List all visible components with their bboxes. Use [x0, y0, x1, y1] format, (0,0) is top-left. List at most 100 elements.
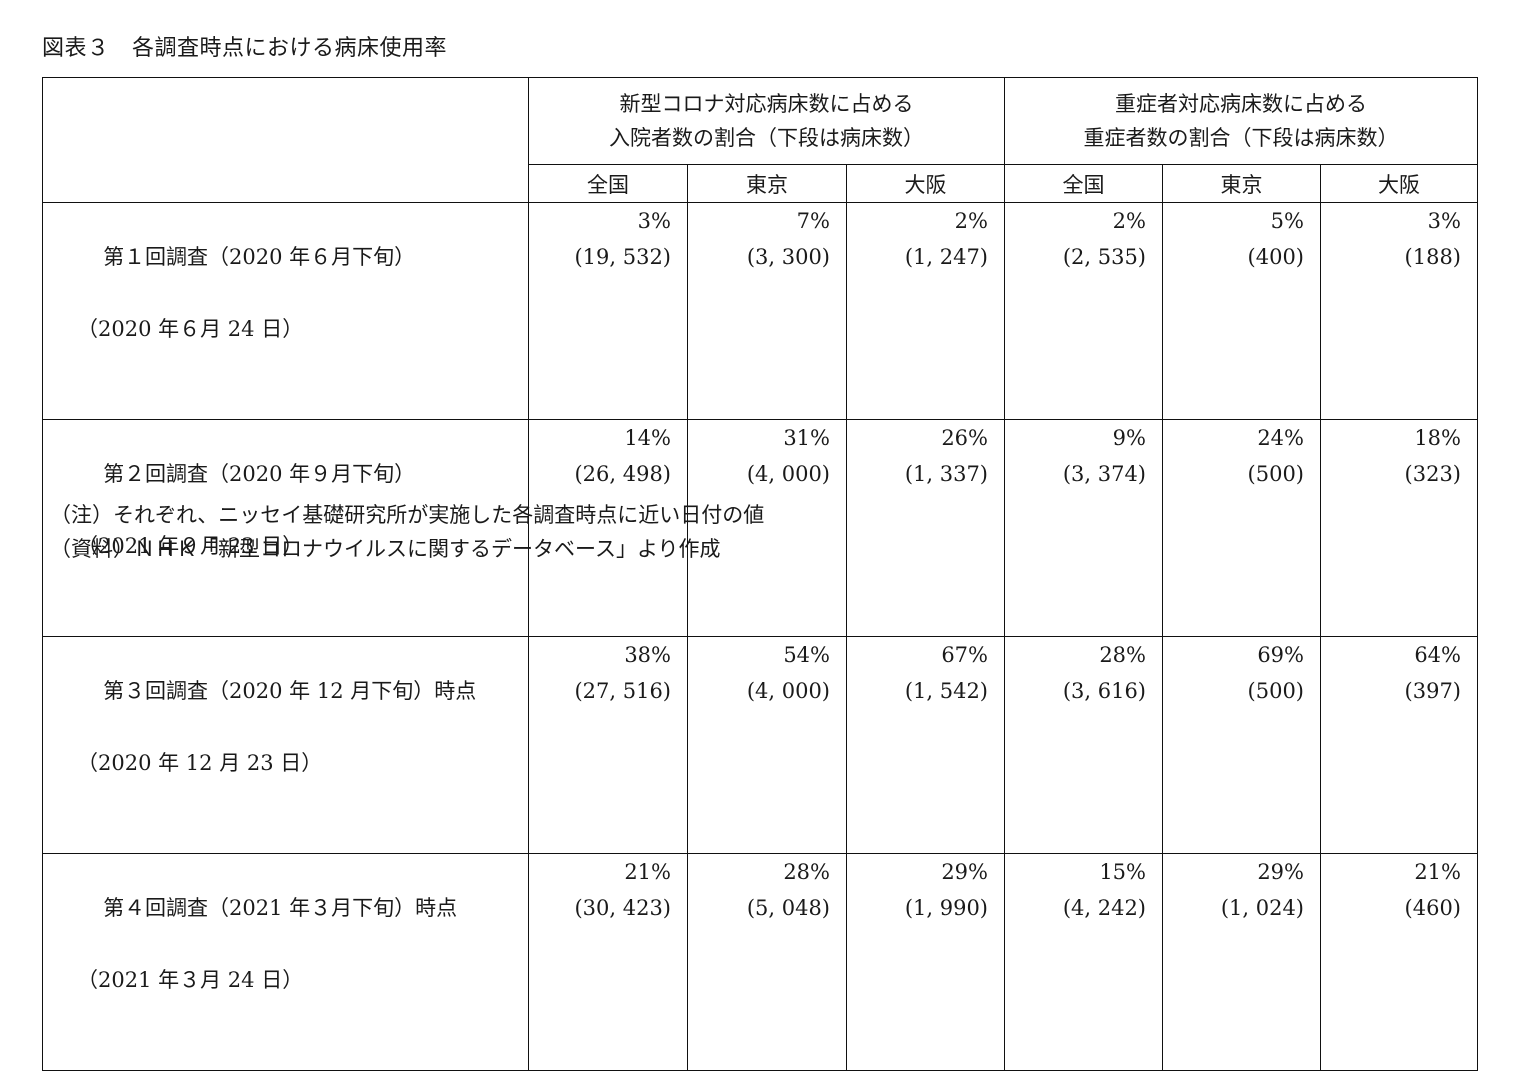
- survey-name: 第３回調査（2020 年 12 月下旬）時点: [103, 679, 477, 703]
- bed-count: (26, 498): [574, 462, 671, 486]
- row-label: 第１回調査（2020 年６月下旬） （2020 年６月 24 日）: [42, 202, 529, 420]
- percentage: 21%: [1414, 860, 1461, 884]
- percentage: 29%: [1257, 860, 1304, 884]
- bed-count: (19, 532): [574, 245, 671, 269]
- value-cell: 69% (500): [1162, 636, 1321, 854]
- note-text: （注）それぞれ、ニッセイ基礎研究所が実施した各調査時点に近い日付の値: [50, 503, 765, 527]
- value-cell: 38% (27, 516): [528, 636, 688, 854]
- percentage: 29%: [941, 860, 988, 884]
- bed-count: (188): [1404, 245, 1461, 269]
- value-cell: 54% (4, 000): [687, 636, 847, 854]
- value-cell: 67% (1, 542): [846, 636, 1005, 854]
- percentage: 2%: [954, 209, 988, 233]
- header-region-nationwide-severe: 全国: [1004, 164, 1163, 203]
- table-row: 第４回調査（2021 年３月下旬）時点 （2021 年３月 24 日） 21% (…: [42, 853, 1478, 1071]
- percentage: 18%: [1414, 426, 1461, 450]
- percentage: 67%: [941, 643, 988, 667]
- percentage: 28%: [783, 860, 830, 884]
- survey-date: （2020 年 12 月 23 日）: [77, 751, 323, 775]
- percentage: 14%: [624, 426, 671, 450]
- percentage: 7%: [796, 209, 830, 233]
- percentage: 38%: [624, 643, 671, 667]
- percentage: 64%: [1414, 643, 1461, 667]
- bed-count: (2, 535): [1062, 245, 1146, 269]
- percentage: 9%: [1112, 426, 1146, 450]
- bed-count: (500): [1247, 679, 1304, 703]
- bed-count: (1, 337): [904, 462, 988, 486]
- header-region-tokyo-severe: 東京: [1162, 164, 1321, 203]
- survey-name: 第４回調査（2021 年３月下旬）時点: [103, 896, 458, 920]
- value-cell: 28% (5, 048): [687, 853, 847, 1071]
- value-cell: 21% (460): [1320, 853, 1478, 1071]
- survey-date: （2021 年３月 24 日）: [77, 968, 304, 992]
- figure-title: 図表３ 各調査時点における病床使用率: [42, 36, 448, 61]
- header-group-covid-beds-line2: 入院者数の割合（下段は病床数）: [609, 126, 924, 150]
- value-cell: 31% (4, 000): [687, 419, 847, 637]
- header-group-covid-beds: 新型コロナ対応病床数に占める 入院者数の割合（下段は病床数）: [528, 77, 1005, 165]
- value-cell: 29% (1, 024): [1162, 853, 1321, 1071]
- bed-count: (27, 516): [574, 679, 671, 703]
- percentage: 54%: [783, 643, 830, 667]
- percentage: 21%: [624, 860, 671, 884]
- value-cell: 2% (2, 535): [1004, 202, 1163, 420]
- header-region-tokyo: 東京: [687, 164, 847, 203]
- table-row: 第１回調査（2020 年６月下旬） （2020 年６月 24 日） 3% (19,…: [42, 202, 1478, 420]
- bed-count: (1, 990): [904, 896, 988, 920]
- header-group-severe-beds: 重症者対応病床数に占める 重症者数の割合（下段は病床数）: [1004, 77, 1478, 165]
- row-label: 第３回調査（2020 年 12 月下旬）時点 （2020 年 12 月 23 日…: [42, 636, 529, 854]
- header-corner-cell: [42, 77, 529, 203]
- percentage: 2%: [1112, 209, 1146, 233]
- value-cell: 18% (323): [1320, 419, 1478, 637]
- bed-count: (3, 616): [1062, 679, 1146, 703]
- percentage: 69%: [1257, 643, 1304, 667]
- percentage: 24%: [1257, 426, 1304, 450]
- bed-count: (4, 242): [1062, 896, 1146, 920]
- row-label: 第２回調査（2020 年９月下旬） （2021 年９月 23 日）: [42, 419, 529, 637]
- survey-date: （2021 年９月 23 日）: [77, 534, 304, 558]
- value-cell: 7% (3, 300): [687, 202, 847, 420]
- value-cell: 21% (30, 423): [528, 853, 688, 1071]
- bed-count: (1, 542): [904, 679, 988, 703]
- value-cell: 26% (1, 337): [846, 419, 1005, 637]
- header-region-osaka: 大阪: [846, 164, 1005, 203]
- survey-name: 第２回調査（2020 年９月下旬）: [103, 462, 416, 486]
- value-cell: 5% (400): [1162, 202, 1321, 420]
- percentage: 15%: [1099, 860, 1146, 884]
- bed-count: (4, 000): [746, 462, 830, 486]
- row-label: 第４回調査（2021 年３月下旬）時点 （2021 年３月 24 日）: [42, 853, 529, 1071]
- survey-name: 第１回調査（2020 年６月下旬）: [103, 245, 416, 269]
- percentage: 5%: [1270, 209, 1304, 233]
- bed-count: (30, 423): [574, 896, 671, 920]
- bed-occupancy-table: 新型コロナ対応病床数に占める 入院者数の割合（下段は病床数） 重症者対応病床数に…: [42, 77, 1478, 1071]
- value-cell: 14% (26, 498): [528, 419, 688, 637]
- header-group-covid-beds-line1: 新型コロナ対応病床数に占める: [619, 92, 914, 116]
- bed-count: (500): [1247, 462, 1304, 486]
- survey-date: （2020 年６月 24 日）: [77, 317, 304, 341]
- bed-count: (400): [1247, 245, 1304, 269]
- value-cell: 64% (397): [1320, 636, 1478, 854]
- percentage: 3%: [637, 209, 671, 233]
- bed-count: (460): [1404, 896, 1461, 920]
- bed-count: (323): [1404, 462, 1461, 486]
- value-cell: 28% (3, 616): [1004, 636, 1163, 854]
- value-cell: 15% (4, 242): [1004, 853, 1163, 1071]
- header-region-osaka-severe: 大阪: [1320, 164, 1478, 203]
- value-cell: 2% (1, 247): [846, 202, 1005, 420]
- value-cell: 3% (19, 532): [528, 202, 688, 420]
- value-cell: 24% (500): [1162, 419, 1321, 637]
- bed-count: (3, 300): [746, 245, 830, 269]
- source-text: （資料）ＮＨＫ「新型コロナウイルスに関するデータベース」より作成: [50, 537, 721, 561]
- header-group-severe-beds-line1: 重症者対応病床数に占める: [1115, 92, 1367, 116]
- table-row: 第２回調査（2020 年９月下旬） （2021 年９月 23 日） 14% (26…: [42, 419, 1478, 637]
- footnotes: （注）それぞれ、ニッセイ基礎研究所が実施した各調査時点に近い日付の値 （資料）Ｎ…: [50, 498, 764, 566]
- header-region-nationwide: 全国: [528, 164, 688, 203]
- percentage: 3%: [1427, 209, 1461, 233]
- value-cell: 9% (3, 374): [1004, 419, 1163, 637]
- header-row-groups: 新型コロナ対応病床数に占める 入院者数の割合（下段は病床数） 重症者対応病床数に…: [42, 77, 1478, 203]
- bed-count: (4, 000): [746, 679, 830, 703]
- percentage: 26%: [941, 426, 988, 450]
- value-cell: 29% (1, 990): [846, 853, 1005, 1071]
- value-cell: 3% (188): [1320, 202, 1478, 420]
- bed-count: (397): [1404, 679, 1461, 703]
- percentage: 28%: [1099, 643, 1146, 667]
